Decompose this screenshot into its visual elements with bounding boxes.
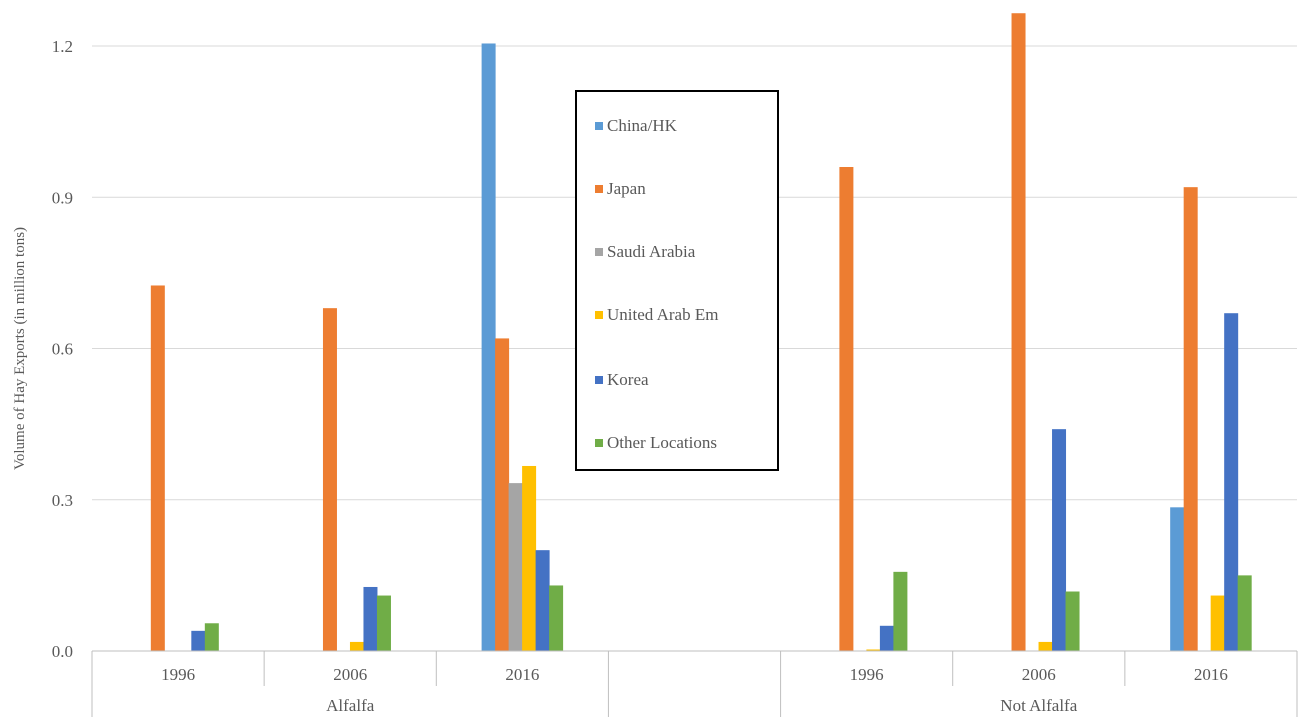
y-tick-label: 0.0 <box>52 642 73 661</box>
y-tick-label: 0.6 <box>52 340 73 359</box>
x-tick-label: 2006 <box>1022 665 1056 684</box>
bar-other-locations <box>1237 575 1252 651</box>
x-tick-label: 2006 <box>333 665 367 684</box>
bar-united-arab-em <box>349 641 364 651</box>
legend-item-china-hk: China/HK <box>595 116 677 136</box>
bar-japan <box>322 308 337 651</box>
bar-korea <box>363 586 378 651</box>
bar-japan <box>1183 187 1198 651</box>
bar-other-locations <box>376 595 391 651</box>
bar-korea <box>1052 429 1067 651</box>
legend-swatch-saudi-arabia <box>595 248 603 256</box>
x-tick-label: 2016 <box>505 665 539 684</box>
x-tick-label: 1996 <box>850 665 884 684</box>
legend-item-uae: United Arab Em <box>595 305 718 325</box>
legend-label-saudi-arabia: Saudi Arabia <box>607 242 696 261</box>
bar-korea <box>1224 313 1239 651</box>
bar-korea <box>191 630 206 651</box>
bar-united-arab-em <box>1210 595 1225 651</box>
bar-japan <box>495 338 510 651</box>
y-tick-label: 0.9 <box>52 188 73 207</box>
legend-label-other-locations: Other Locations <box>607 433 717 452</box>
y-tick-label: 0.3 <box>52 491 73 510</box>
legend-label-uae: United Arab Em <box>607 305 719 324</box>
x-tick-label: 2016 <box>1194 665 1228 684</box>
x-tick-label: 1996 <box>161 665 195 684</box>
y-axis-title: Volume of Hay Exports (in million tons) <box>12 227 28 470</box>
legend-swatch-korea <box>595 376 603 384</box>
legend-swatch-other-locations <box>595 439 603 447</box>
legend-swatch-japan <box>595 185 603 193</box>
legend-item-saudi-arabia: Saudi Arabia <box>595 242 695 262</box>
bar-japan <box>839 167 854 651</box>
x-group-label: Not Alfalfa <box>1000 696 1077 715</box>
bar-saudi-arabia <box>508 483 523 651</box>
legend-item-other-locations: Other Locations <box>595 433 717 453</box>
bar-other-locations <box>1065 591 1080 651</box>
bar-japan <box>1011 13 1026 651</box>
legend-swatch-china-hk <box>595 122 603 130</box>
x-group-label: Alfalfa <box>326 696 375 715</box>
legend-item-korea: Korea <box>595 370 649 390</box>
legend-label-korea: Korea <box>607 370 649 389</box>
legend-label-japan: Japan <box>607 179 646 198</box>
legend: China/HK Japan Saudi Arabia United Arab … <box>575 90 779 471</box>
legend-item-japan: Japan <box>595 179 646 199</box>
y-tick-label: 1.2 <box>52 37 73 56</box>
bar-other-locations <box>204 623 219 651</box>
bar-united-arab-em <box>1038 641 1053 651</box>
bar-korea <box>535 550 550 651</box>
legend-swatch-uae <box>595 311 603 319</box>
bar-korea <box>879 625 894 651</box>
bar-china-hk <box>1170 507 1185 651</box>
bar-other-locations <box>549 585 564 651</box>
bar-japan <box>150 285 165 651</box>
bar-united-arab-em <box>866 649 881 651</box>
legend-label-china-hk: China/HK <box>607 116 677 135</box>
bar-china-hk <box>481 43 496 651</box>
bar-other-locations <box>893 571 908 651</box>
bar-united-arab-em <box>522 465 537 651</box>
